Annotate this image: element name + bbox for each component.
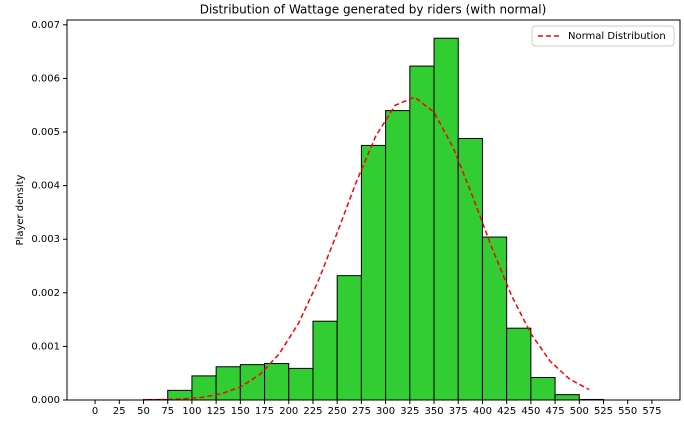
bar [288,367,314,401]
bar [360,144,387,401]
bar [385,110,411,401]
x-tick-label: 550 [618,406,637,417]
y-tick-label: 0.005 [31,127,60,138]
x-tick-label: 525 [594,406,613,417]
bar [457,137,483,401]
bar [481,236,508,401]
x-tick-label: 75 [161,406,174,417]
bar [239,364,266,401]
x-tick-label: 250 [328,406,347,417]
chart-title: Distribution of Wattage generated by rid… [200,3,547,17]
y-tick-label: 0.007 [31,20,60,31]
x-tick-label: 325 [400,406,419,417]
bar [312,320,338,401]
plot-frame [66,19,681,401]
x-tick-label: 225 [303,406,322,417]
x-tick-label: 125 [207,406,226,417]
bar [433,37,459,401]
x-tick-label: 475 [546,406,565,417]
x-tick-label: 0 [92,406,98,417]
x-tick-label: 150 [231,406,250,417]
x-tick-label: 200 [279,406,298,417]
bar [336,275,362,401]
x-tick-label: 425 [497,406,516,417]
y-tick-label: 0.001 [31,341,60,352]
x-tick-label: 350 [424,406,443,417]
x-tick-label: 50 [137,406,150,417]
x-tick-label: 400 [473,406,492,417]
x-tick-label: 450 [521,406,540,417]
bar [506,327,532,401]
y-axis-label: Player density [15,174,26,245]
x-tick-label: 175 [255,406,274,417]
x-tick-label: 300 [376,406,395,417]
legend-box [531,25,675,47]
x-tick-label: 275 [352,406,371,417]
bar [530,376,556,401]
normal-curve [143,96,590,401]
y-tick-label: 0.004 [31,181,60,192]
bar [264,363,290,401]
bar [215,366,241,401]
y-tick-label: 0.000 [31,395,60,406]
bar [554,394,580,401]
legend-label: Normal Distribution [568,31,666,42]
x-tick-label: 575 [642,406,661,417]
x-tick-label: 25 [113,406,126,417]
bar [409,65,435,401]
x-tick-label: 500 [570,406,589,417]
y-tick-label: 0.006 [31,73,60,84]
y-tick-label: 0.002 [31,288,60,299]
x-tick-label: 375 [449,406,468,417]
y-tick-label: 0.003 [31,234,60,245]
x-tick-label: 100 [182,406,201,417]
